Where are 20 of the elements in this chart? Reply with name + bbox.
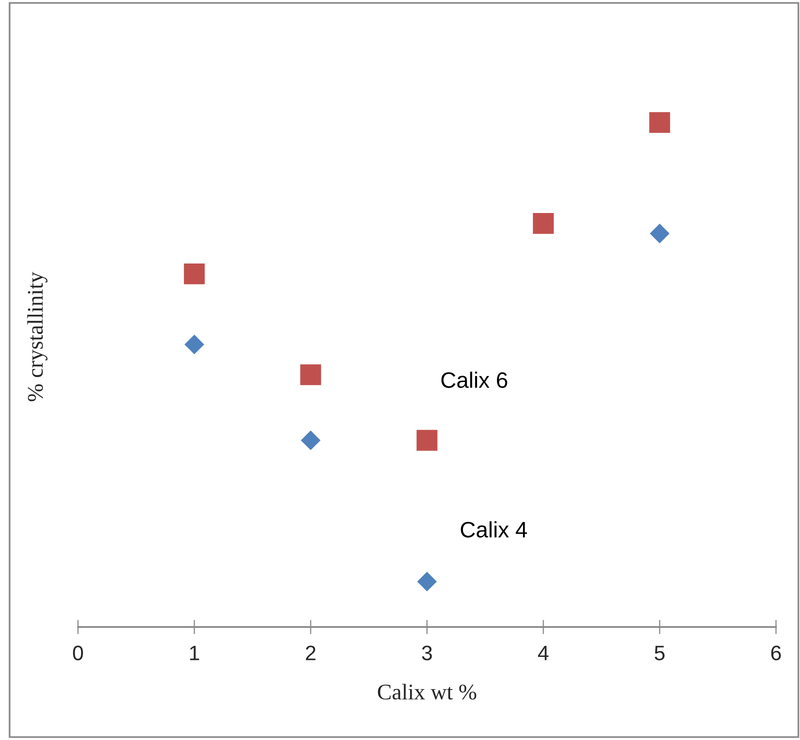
point [650,224,670,244]
point [417,572,437,592]
point [184,263,205,284]
x-tick-label: 3 [422,646,432,660]
point [649,112,670,133]
point [300,430,320,450]
series-label: Calix 6 [441,372,508,388]
point [184,334,204,354]
x-tick-label: 5 [654,646,665,660]
x-tick-label: 1 [190,646,200,660]
point [300,364,322,386]
text: Calix 4 [460,521,527,538]
point [532,212,554,234]
y-axis-title: % crystallinity [27,272,48,402]
x-tick-label: 2 [306,646,316,660]
x-tick-label: 4 [538,646,549,660]
x-tick-label: 0 [73,646,83,660]
x-tick-label: 6 [771,646,781,660]
x-axis-title: Calix wt % [378,684,476,700]
point [416,430,438,451]
